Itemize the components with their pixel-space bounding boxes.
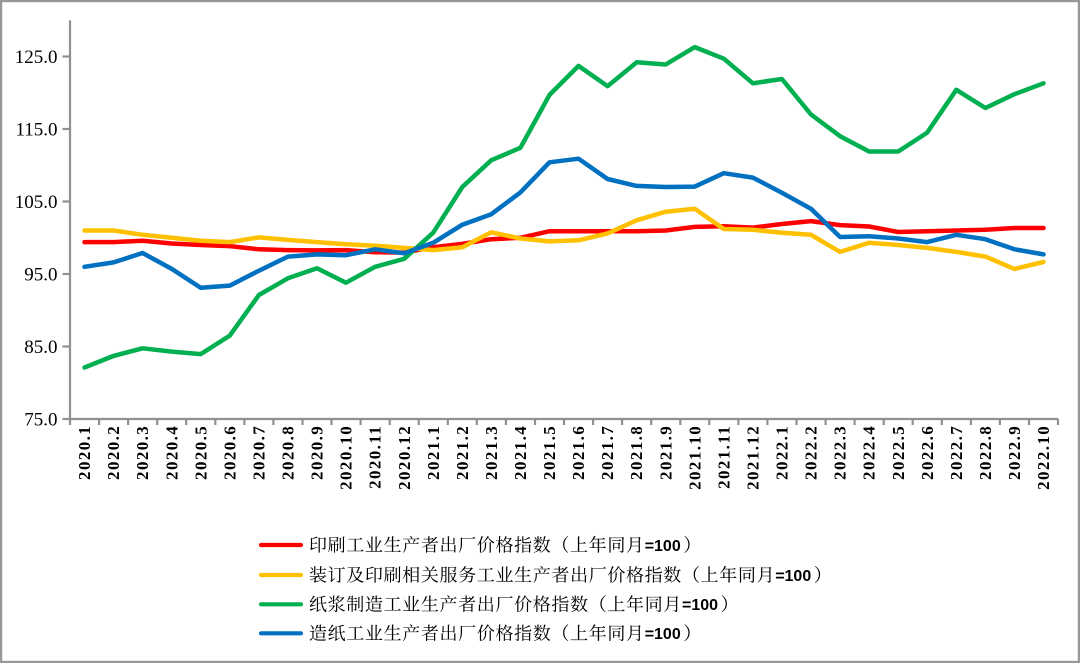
svg-text:85.0: 85.0 — [24, 337, 57, 358]
svg-text:125.0: 125.0 — [15, 47, 58, 68]
svg-text:2021.11: 2021.11 — [714, 425, 733, 489]
svg-text:75.0: 75.0 — [24, 410, 57, 431]
svg-text:2020.12: 2020.12 — [395, 425, 414, 490]
svg-text:2020.10: 2020.10 — [337, 425, 356, 490]
svg-text:2021.8: 2021.8 — [627, 425, 646, 480]
svg-text:=100: =100 — [645, 626, 681, 643]
svg-text:2022.6: 2022.6 — [918, 425, 937, 480]
svg-text:2022.8: 2022.8 — [976, 425, 995, 480]
svg-text:2021.4: 2021.4 — [511, 425, 530, 480]
svg-text:2020.7: 2020.7 — [250, 425, 269, 480]
svg-text:=100: =100 — [645, 538, 681, 555]
svg-text:2022.9: 2022.9 — [1005, 425, 1024, 480]
svg-text:2022.3: 2022.3 — [831, 425, 850, 480]
svg-text:2020.6: 2020.6 — [220, 425, 239, 480]
svg-text:2022.5: 2022.5 — [889, 425, 908, 480]
svg-text:=100: =100 — [682, 597, 718, 614]
svg-text:2022.1: 2022.1 — [773, 425, 792, 480]
svg-text:=100: =100 — [775, 568, 811, 585]
svg-text:2020.1: 2020.1 — [75, 425, 94, 480]
svg-text:2021.12: 2021.12 — [744, 425, 763, 490]
svg-text:2022.10: 2022.10 — [1034, 425, 1053, 490]
svg-text:95.0: 95.0 — [24, 265, 57, 286]
svg-text:2021.6: 2021.6 — [569, 425, 588, 480]
svg-text:115.0: 115.0 — [15, 120, 57, 141]
svg-text:2021.10: 2021.10 — [685, 425, 704, 490]
svg-text:2020.4: 2020.4 — [162, 425, 181, 480]
svg-text:2021.1: 2021.1 — [424, 425, 443, 480]
svg-text:2021.5: 2021.5 — [540, 425, 559, 480]
svg-text:2020.9: 2020.9 — [308, 425, 327, 480]
svg-text:2020.5: 2020.5 — [191, 425, 210, 480]
svg-text:2020.2: 2020.2 — [104, 425, 123, 480]
svg-text:2021.9: 2021.9 — [656, 425, 675, 480]
svg-text:2020.3: 2020.3 — [133, 425, 152, 480]
svg-text:2020.8: 2020.8 — [279, 425, 298, 480]
svg-text:2022.4: 2022.4 — [860, 425, 879, 480]
svg-text:2021.7: 2021.7 — [598, 425, 617, 480]
svg-text:2020.11: 2020.11 — [366, 425, 385, 489]
svg-text:105.0: 105.0 — [15, 192, 58, 213]
svg-text:2022.2: 2022.2 — [802, 425, 821, 480]
svg-text:2022.7: 2022.7 — [947, 425, 966, 480]
svg-text:2021.2: 2021.2 — [453, 425, 472, 480]
svg-text:2021.3: 2021.3 — [482, 425, 501, 480]
